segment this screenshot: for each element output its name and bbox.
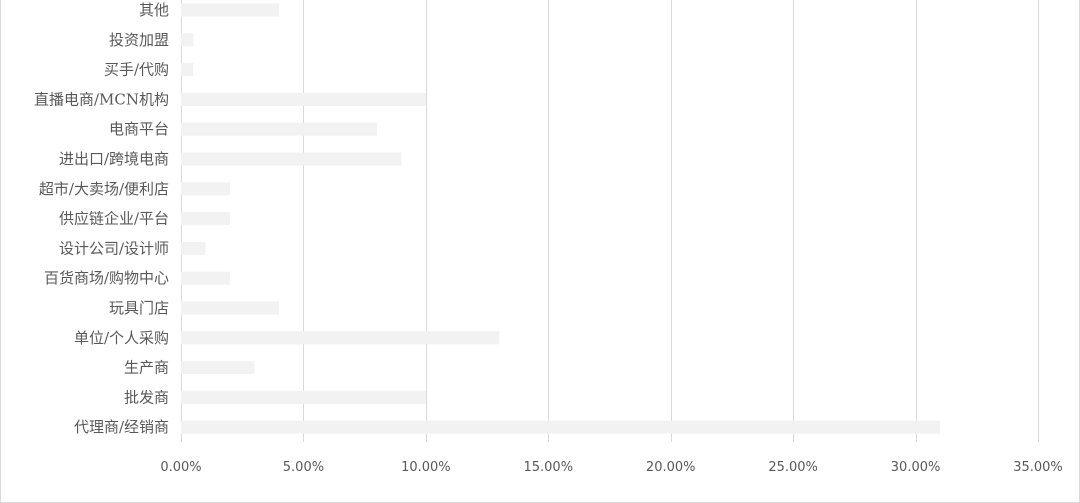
x-tick-label: 10.00%: [401, 460, 451, 475]
bar: [181, 33, 194, 47]
category-label: 进出口/跨境电商: [59, 150, 169, 168]
category-label: 直播电商/MCN机构: [34, 90, 169, 108]
category-label: 其他: [139, 1, 169, 19]
bar: [181, 182, 230, 196]
category-labels: 其他投资加盟买手/代购直播电商/MCN机构电商平台进出口/跨境电商超市/大卖场/…: [34, 1, 169, 436]
category-label: 设计公司/设计师: [59, 239, 169, 257]
x-tick-label: 20.00%: [646, 460, 696, 475]
gridlines: [181, 0, 1039, 442]
bar: [181, 420, 941, 434]
bar: [181, 92, 426, 106]
x-tick-label: 30.00%: [891, 460, 941, 475]
category-label: 电商平台: [109, 120, 169, 138]
bar: [181, 241, 206, 255]
bar: [181, 361, 255, 375]
category-label: 供应链企业/平台: [59, 210, 169, 228]
category-label: 生产商: [124, 359, 169, 377]
bar: [181, 271, 230, 285]
bars: [181, 3, 941, 434]
x-tick-label: 5.00%: [283, 460, 324, 475]
bar: [181, 331, 500, 345]
x-axis-tick-labels: 0.00% 5.00% 10.00% 15.00% 20.00% 25.00% 30.00%…: [160, 460, 1062, 475]
bar: [181, 152, 402, 166]
category-label: 买手/代购: [104, 61, 169, 79]
x-tick-label: 15.00%: [523, 460, 573, 475]
bar: [181, 3, 279, 17]
bar: [181, 63, 194, 77]
category-label: 超市/大卖场/便利店: [39, 180, 169, 198]
category-label: 代理商/经销商: [74, 418, 169, 436]
category-label: 投资加盟: [109, 31, 169, 49]
category-label: 批发商: [124, 388, 169, 406]
x-tick-label: 0.00%: [160, 460, 201, 475]
bar: [181, 390, 426, 404]
category-label: 百货商场/购物中心: [44, 269, 169, 287]
bar: [181, 122, 377, 136]
bar: [181, 301, 279, 315]
x-tick-label: 25.00%: [768, 460, 818, 475]
category-label: 单位/个人采购: [74, 329, 169, 347]
bar: [181, 212, 230, 226]
category-label: 玩具门店: [109, 299, 169, 317]
x-tick-label: 35.00%: [1013, 460, 1063, 475]
